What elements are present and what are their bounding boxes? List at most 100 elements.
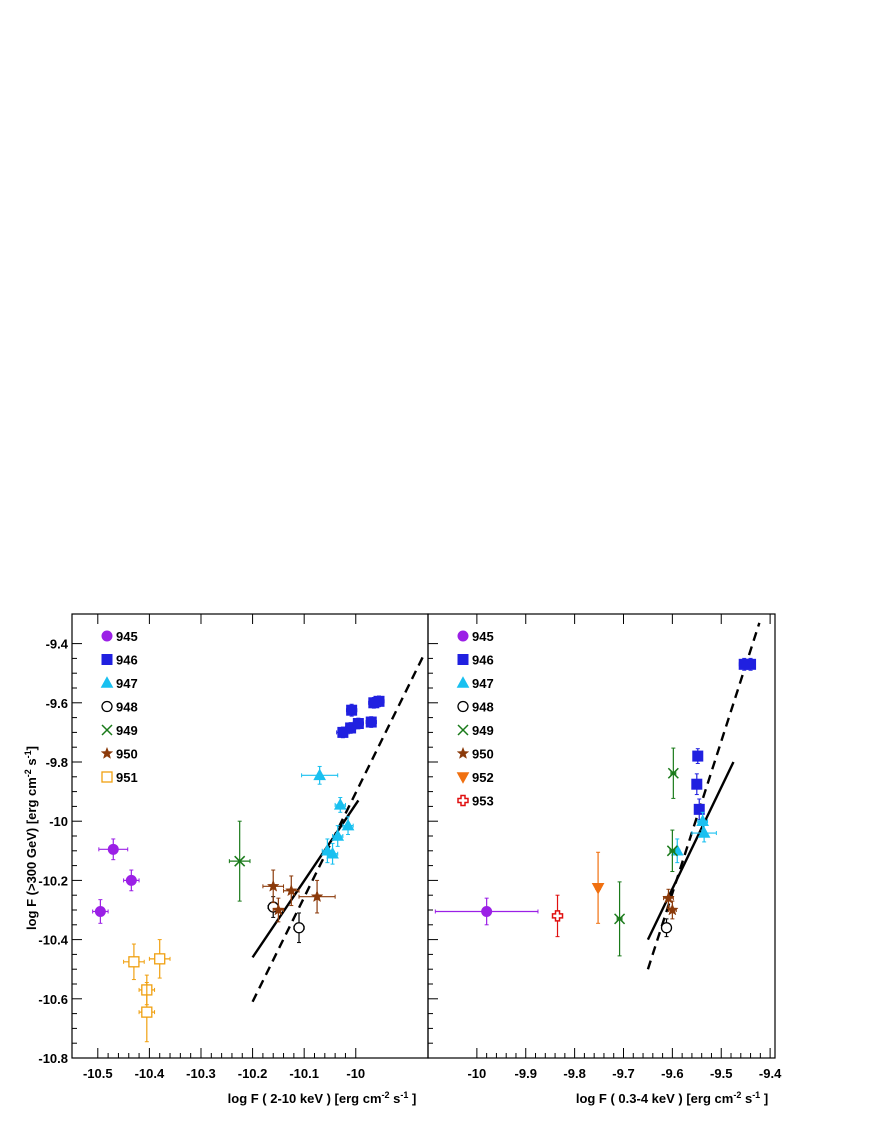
data-point-945 — [92, 899, 109, 924]
right-x-tick-label: -9.4 — [759, 1066, 782, 1081]
legend-label: 948 — [472, 700, 494, 715]
y-tick-label: -10.4 — [38, 933, 68, 948]
data-point-947 — [331, 825, 345, 847]
left-fit-lines — [251, 656, 424, 1003]
right-legend: 945 946 947 948 949 950 952 953 — [456, 629, 494, 809]
data-point-946 — [691, 773, 703, 796]
left-x-tick-label: -10.3 — [186, 1066, 216, 1081]
data-point-945 — [434, 897, 539, 926]
data-point-950 — [262, 869, 285, 904]
legend-label: 949 — [116, 723, 138, 738]
data-point-947 — [333, 797, 347, 813]
data-point-951 — [138, 982, 156, 1043]
right-fit-lines — [646, 622, 761, 970]
right-x-tick-label: -9.6 — [661, 1066, 683, 1081]
data-point-948 — [293, 912, 305, 944]
right-x-tick-label: -9.5 — [710, 1066, 732, 1081]
legend-entry-953: 953 — [457, 794, 494, 809]
data-point-946 — [692, 748, 704, 764]
data-point-945 — [123, 869, 140, 892]
right-solid-fit-line — [646, 761, 735, 941]
data-point-953 — [551, 894, 564, 938]
y-tick-label: -10.2 — [38, 873, 68, 888]
legend-entry-947: 947 — [456, 676, 494, 691]
y-tick-label: -9.6 — [46, 696, 68, 711]
left-ticks: -10.5 -10.4 -10.3 -10.2 -10.1 -10 -10.8 -10.6 -1… — [38, 614, 365, 1081]
data-point-950 — [665, 900, 679, 920]
legend-entry-949: 949 — [101, 723, 138, 738]
right-data-points — [434, 657, 757, 957]
data-point-950 — [271, 897, 285, 923]
legend-label: 947 — [472, 676, 494, 691]
left-x-tick-label: -10.2 — [238, 1066, 268, 1081]
data-point-946 — [352, 717, 365, 730]
left-solid-fit-line — [251, 799, 360, 959]
legend-entry-950: 950 — [456, 747, 494, 762]
right-x-tick-label: -9.9 — [515, 1066, 537, 1081]
legend-entry-951: 951 — [101, 770, 138, 785]
data-point-946 — [745, 657, 757, 671]
legend-label: 951 — [116, 770, 138, 785]
legend-entry-948: 948 — [101, 700, 138, 715]
data-point-949 — [614, 881, 626, 957]
right-ticks: -10 -9.9 -9.8 -9.7 -9.6 -9.5 -9.4 — [428, 614, 782, 1081]
legend-label: 948 — [116, 700, 138, 715]
y-tick-label: -9.4 — [46, 637, 69, 652]
legend-entry-946: 946 — [457, 653, 494, 668]
data-point-951 — [148, 939, 171, 979]
legend-label: 945 — [116, 629, 138, 644]
data-point-946 — [344, 722, 357, 734]
data-point-946 — [373, 695, 385, 708]
legend-label: 950 — [472, 747, 494, 762]
data-point-951 — [123, 943, 145, 981]
data-point-947 — [301, 765, 339, 785]
data-point-949 — [666, 829, 678, 873]
y-tick-label: -10 — [49, 814, 68, 829]
legend-label: 953 — [472, 794, 494, 809]
right-panel: -10 -9.9 -9.8 -9.7 -9.6 -9.5 -9.4 945 946 947 948… — [427, 613, 782, 1106]
left-x-axis-title: log F ( 2-10 keV ) [erg cm-2 s-1 ] — [228, 1090, 417, 1106]
right-x-tick-label: -9.8 — [563, 1066, 585, 1081]
data-point-948 — [660, 918, 673, 938]
data-point-950 — [283, 875, 300, 907]
legend-entry-949: 949 — [457, 723, 494, 738]
legend-entry-948: 948 — [457, 700, 494, 715]
right-x-tick-label: -10 — [467, 1066, 486, 1081]
legend-label: 946 — [116, 653, 138, 668]
data-point-952 — [591, 851, 605, 924]
data-point-949 — [228, 820, 251, 902]
right-x-axis-title: log F ( 0.3-4 keV ) [erg cm-2 s-1 ] — [576, 1090, 768, 1106]
left-x-tick-label: -10.4 — [135, 1066, 165, 1081]
y-tick-label: -10.8 — [38, 1051, 68, 1066]
data-point-949 — [667, 747, 679, 799]
y-tick-label: -10.6 — [38, 992, 68, 1007]
left-panel: -10.5 -10.4 -10.3 -10.2 -10.1 -10 -10.8 -10.6 -1… — [38, 613, 429, 1106]
legend-label: 946 — [472, 653, 494, 668]
left-x-tick-label: -10.5 — [83, 1066, 113, 1081]
legend-entry-946: 946 — [101, 653, 138, 668]
left-dashed-fit-line — [251, 656, 424, 1003]
legend-entry-947: 947 — [100, 676, 138, 691]
y-axis-title: log F (>300 GeV) [erg cm-2 s-1] — [23, 746, 39, 930]
data-point-947 — [326, 842, 339, 865]
legend-label: 947 — [116, 676, 138, 691]
legend-entry-945: 945 — [101, 629, 138, 644]
data-point-950 — [298, 879, 336, 914]
data-point-946 — [345, 703, 358, 717]
right-dashed-fit-line — [646, 622, 761, 970]
right-x-tick-label: -9.7 — [612, 1066, 634, 1081]
y-tick-label: -9.8 — [46, 755, 68, 770]
data-point-946 — [365, 716, 377, 728]
data-point-945 — [98, 838, 129, 861]
legend-label: 950 — [116, 747, 138, 762]
legend-label: 952 — [472, 770, 494, 785]
legend-entry-952: 952 — [456, 770, 494, 785]
left-x-tick-label: -10 — [346, 1066, 365, 1081]
legend-entry-945: 945 — [457, 629, 494, 644]
data-point-950 — [662, 888, 675, 908]
left-x-tick-label: -10.1 — [289, 1066, 319, 1081]
legend-label: 949 — [472, 723, 494, 738]
data-point-947 — [696, 811, 710, 831]
data-point-947 — [341, 816, 355, 836]
